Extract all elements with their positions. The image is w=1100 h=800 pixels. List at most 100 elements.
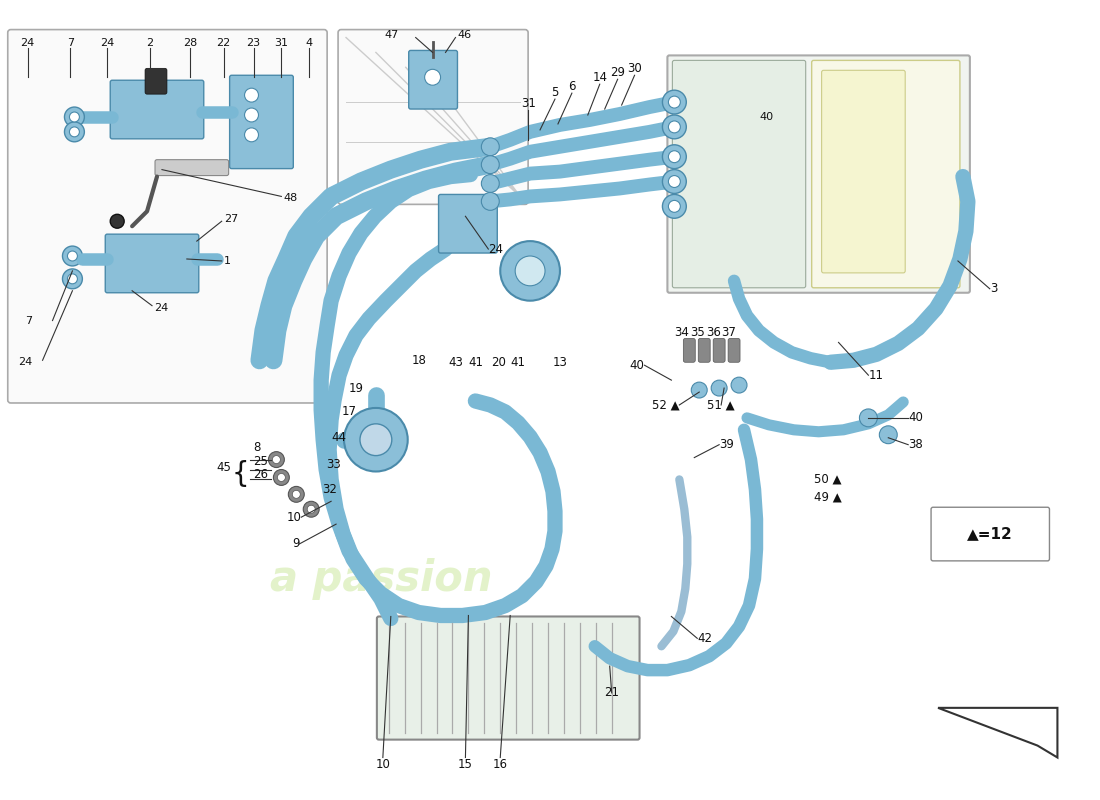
Text: 18: 18	[411, 354, 426, 366]
FancyBboxPatch shape	[338, 30, 528, 204]
Text: 28: 28	[183, 38, 197, 47]
Circle shape	[662, 145, 686, 169]
Text: 49 ▲: 49 ▲	[814, 491, 842, 504]
Circle shape	[669, 175, 680, 187]
Text: 37: 37	[722, 326, 737, 339]
Circle shape	[859, 409, 878, 427]
Text: 14: 14	[592, 71, 607, 84]
Text: 51 ▲: 51 ▲	[707, 398, 735, 411]
Circle shape	[662, 115, 686, 139]
Text: 32: 32	[321, 483, 337, 496]
Text: 31: 31	[274, 38, 288, 47]
Circle shape	[662, 170, 686, 194]
Text: 24: 24	[19, 358, 33, 367]
Text: 47: 47	[385, 30, 399, 39]
Circle shape	[662, 194, 686, 218]
FancyBboxPatch shape	[409, 50, 458, 109]
Text: 22: 22	[217, 38, 231, 47]
Circle shape	[879, 426, 898, 444]
Text: {: {	[232, 461, 250, 489]
Text: a passion: a passion	[270, 558, 492, 600]
Text: 41: 41	[510, 356, 526, 369]
Circle shape	[63, 246, 82, 266]
Circle shape	[482, 174, 499, 193]
Text: 40: 40	[629, 358, 645, 372]
FancyBboxPatch shape	[683, 338, 695, 362]
Text: 16: 16	[493, 758, 508, 770]
Text: 33: 33	[326, 458, 341, 471]
Text: 7: 7	[67, 38, 74, 47]
Text: 4: 4	[306, 38, 312, 47]
FancyBboxPatch shape	[728, 338, 740, 362]
FancyBboxPatch shape	[106, 234, 199, 293]
Circle shape	[515, 256, 544, 286]
Circle shape	[669, 121, 680, 133]
Text: 3: 3	[990, 282, 997, 295]
Text: 27: 27	[223, 214, 238, 224]
FancyBboxPatch shape	[155, 160, 229, 175]
Circle shape	[293, 490, 300, 498]
FancyBboxPatch shape	[8, 30, 327, 403]
FancyBboxPatch shape	[931, 507, 1049, 561]
Circle shape	[662, 90, 686, 114]
Text: 10: 10	[286, 510, 301, 524]
Text: 24: 24	[100, 38, 114, 47]
Text: 43: 43	[448, 356, 463, 369]
Text: 15: 15	[458, 758, 473, 770]
Circle shape	[244, 128, 258, 142]
Text: 10: 10	[375, 758, 390, 770]
Text: 25: 25	[253, 455, 268, 468]
Text: 2: 2	[146, 38, 154, 47]
Polygon shape	[938, 708, 1057, 758]
Text: 34: 34	[674, 326, 689, 339]
Text: 40: 40	[759, 112, 773, 122]
FancyBboxPatch shape	[668, 55, 970, 293]
Circle shape	[669, 96, 680, 108]
Circle shape	[344, 408, 408, 471]
FancyBboxPatch shape	[812, 60, 960, 288]
Circle shape	[65, 122, 85, 142]
FancyBboxPatch shape	[377, 617, 639, 740]
Text: 11: 11	[868, 369, 883, 382]
Text: 7: 7	[25, 315, 33, 326]
Circle shape	[500, 241, 560, 301]
FancyBboxPatch shape	[822, 70, 905, 273]
Text: 26: 26	[253, 468, 268, 481]
Text: 24: 24	[488, 242, 504, 255]
Text: 40: 40	[909, 411, 923, 424]
Circle shape	[732, 377, 747, 393]
Text: 9: 9	[292, 538, 299, 550]
Text: 35: 35	[690, 326, 705, 339]
Text: 17: 17	[341, 406, 356, 418]
Circle shape	[244, 108, 258, 122]
Text: 44: 44	[331, 431, 346, 444]
FancyBboxPatch shape	[230, 75, 294, 169]
FancyBboxPatch shape	[110, 80, 204, 139]
Text: 38: 38	[909, 438, 923, 451]
Circle shape	[712, 380, 727, 396]
Circle shape	[482, 193, 499, 210]
Circle shape	[67, 251, 77, 261]
Text: 41: 41	[468, 356, 483, 369]
Circle shape	[110, 214, 124, 228]
Text: 8: 8	[253, 441, 261, 454]
Text: 36: 36	[706, 326, 721, 339]
Circle shape	[307, 506, 316, 514]
Text: 30: 30	[627, 62, 642, 75]
Text: 21: 21	[604, 686, 619, 699]
Text: 48: 48	[284, 194, 298, 203]
Circle shape	[482, 138, 499, 156]
Circle shape	[425, 70, 441, 86]
Circle shape	[288, 486, 305, 502]
Circle shape	[69, 127, 79, 137]
Circle shape	[69, 112, 79, 122]
Circle shape	[482, 156, 499, 174]
Text: 23: 23	[246, 38, 261, 47]
Circle shape	[691, 382, 707, 398]
FancyBboxPatch shape	[672, 60, 805, 288]
Circle shape	[244, 88, 258, 102]
Circle shape	[277, 474, 285, 482]
Text: 13: 13	[552, 356, 568, 369]
FancyBboxPatch shape	[713, 338, 725, 362]
Circle shape	[67, 274, 77, 284]
